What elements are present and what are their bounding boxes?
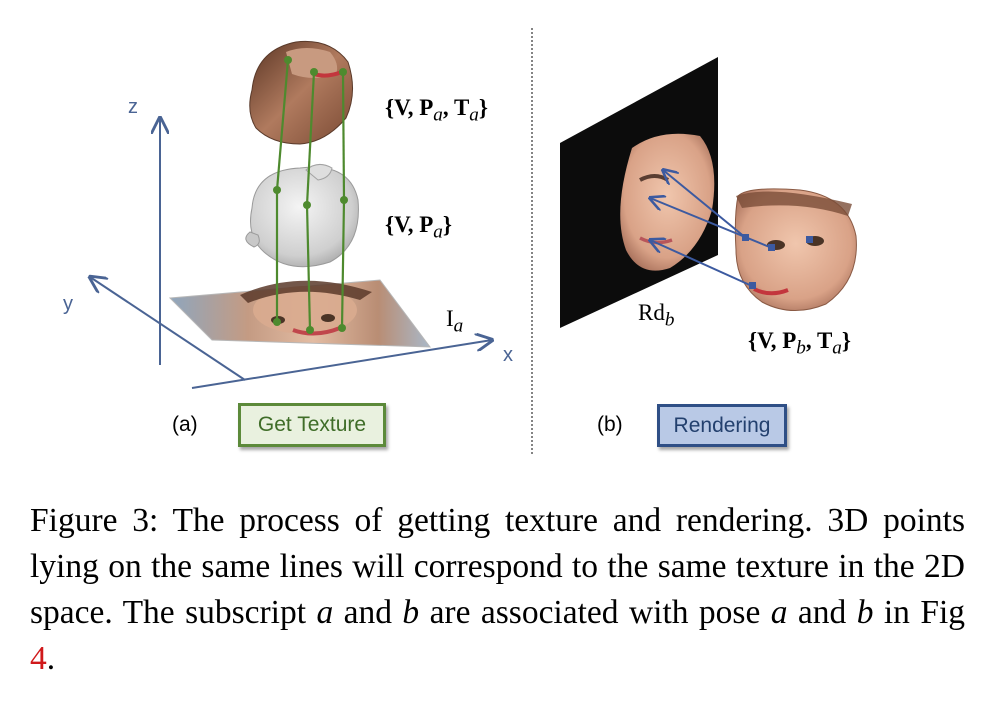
image-plane-ia bbox=[168, 279, 432, 348]
axis-y-label: y bbox=[63, 293, 73, 315]
correspondence-lines bbox=[275, 59, 346, 331]
render-plane-rdb bbox=[560, 57, 718, 328]
correspondence-points bbox=[273, 56, 348, 334]
axis-z-label: z bbox=[128, 96, 138, 118]
panel-a-label: (a) bbox=[172, 413, 198, 436]
panel-b-label: (b) bbox=[597, 413, 623, 436]
figure-caption: Figure 3: The process of getting texture… bbox=[30, 498, 965, 682]
label-ia: Ia bbox=[446, 306, 464, 337]
caption-sym-b-2: b bbox=[856, 594, 874, 631]
textured-head-model bbox=[249, 40, 353, 145]
caption-sym-b: b bbox=[402, 594, 420, 631]
axis-x-label: x bbox=[503, 344, 513, 366]
caption-end: . bbox=[46, 640, 56, 677]
caption-and-2: and bbox=[787, 594, 857, 631]
label-rdb: Rdb bbox=[638, 300, 675, 331]
caption-text-3: in Fig bbox=[873, 594, 966, 631]
caption-text-2: are associated with pose bbox=[419, 594, 771, 631]
caption-sym-a: a bbox=[316, 594, 334, 631]
get-texture-button: Get Texture bbox=[238, 403, 386, 447]
caption-sym-a-2: a bbox=[770, 594, 788, 631]
caption-and-1: and bbox=[333, 594, 403, 631]
label-v-pb-ta: {V, Pb, Ta} bbox=[748, 328, 851, 359]
figure: z y x {V, Pa, Ta} {V, Pa} Ia (a) Get Tex… bbox=[0, 28, 857, 455]
caption-text-1: The process of getting texture and rende… bbox=[30, 502, 966, 631]
render-points bbox=[742, 234, 813, 289]
label-v-pa-ta: {V, Pa, Ta} bbox=[385, 95, 488, 126]
rendering-button: Rendering bbox=[657, 404, 787, 447]
textured-face-model bbox=[734, 188, 857, 312]
gray-head-model bbox=[245, 164, 359, 268]
axes bbox=[90, 118, 492, 389]
label-v-pa: {V, Pa} bbox=[385, 212, 452, 243]
figure-reference-link[interactable]: 4 bbox=[30, 640, 47, 677]
figure-graphics bbox=[0, 28, 857, 455]
render-arrows bbox=[650, 170, 773, 287]
caption-prefix: Figure 3: bbox=[30, 502, 173, 539]
